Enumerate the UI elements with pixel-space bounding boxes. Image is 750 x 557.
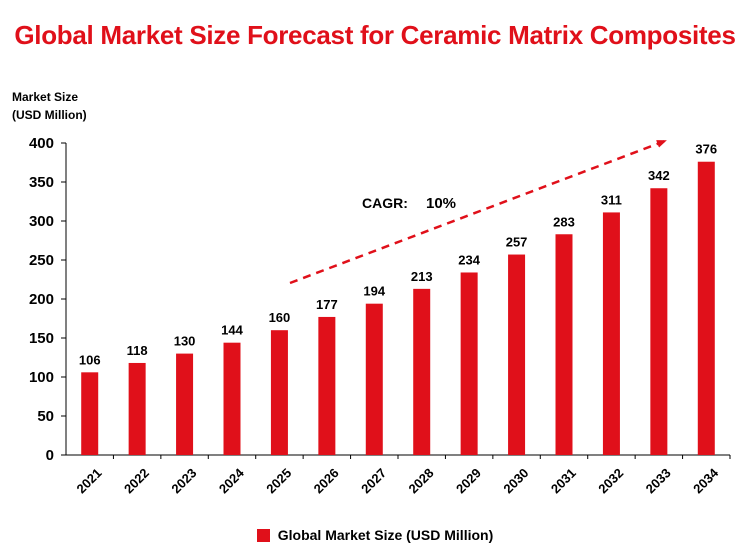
bar [81,372,99,455]
bar [128,362,146,455]
bar [318,316,336,455]
x-tick-label: 2025 [263,465,294,496]
bar-value-label: 118 [127,343,148,358]
bar-value-label: 194 [363,284,385,299]
y-axis-label-line-2: (USD Million) [12,108,87,122]
legend-swatch [256,528,270,542]
x-tick-label: 2023 [168,465,199,496]
legend: Global Market Size (USD Million) [0,527,750,543]
data-labels-group: 106 118 130 144 160 177 194 213 234 257 283 311 342 3… [79,142,717,368]
x-tick-label: 2026 [311,465,342,496]
cagr-annotation-value: 10% [426,195,456,212]
y-tick-label: 250 [29,252,54,269]
y-tick-label: 150 [29,330,54,347]
bars-group [81,161,715,456]
legend-label: Global Market Size (USD Million) [277,527,494,543]
bar-value-label: 376 [695,142,717,157]
x-tick-label: 2024 [216,465,248,497]
x-tick-label: 2034 [690,465,722,497]
x-tick-label: 2030 [500,465,531,496]
bar [413,288,431,455]
x-tick-label: 2027 [358,465,389,496]
y-tick-label: 400 [29,135,54,152]
y-tick-label: 350 [29,174,54,191]
bar-value-label: 342 [648,168,670,183]
bar [602,212,620,455]
bar-value-label: 234 [458,252,480,267]
x-tick-label: 2028 [406,465,437,496]
y-tick-label: 200 [29,291,54,308]
chart-title: Global Market Size Forecast for Ceramic … [14,20,736,50]
bar-value-label: 144 [221,323,243,338]
bar [223,342,241,455]
y-tick-label: 100 [29,369,54,386]
x-tick-label: 2021 [74,465,105,496]
x-tick-label: 2033 [643,465,674,496]
bar-value-label: 257 [506,235,528,250]
y-tick-label: 300 [29,213,54,230]
cagr-annotation-label: CAGR: [362,195,408,211]
cagr-trend-arrow [289,139,667,285]
bar [270,330,288,455]
x-tick-label: 2031 [548,465,579,496]
bar [176,353,194,455]
bar [650,188,668,456]
bar-value-label: 311 [601,192,622,207]
y-tick-label: 50 [37,408,54,425]
y-axis-label-line-1: Market Size [12,90,79,104]
x-tick-label: 2029 [453,465,484,496]
bar-value-label: 160 [269,310,291,325]
bar [697,161,715,455]
y-tick-label: 0 [46,447,54,464]
bar-value-label: 130 [174,334,196,349]
x-tick-label: 2032 [595,465,626,496]
bar-value-label: 283 [553,214,575,229]
bar [555,234,573,455]
x-tick-label: 2022 [121,465,152,496]
bar [460,272,478,455]
bar-value-label: 213 [411,269,433,284]
bar [508,254,526,455]
bar-value-label: 106 [79,352,101,367]
bar-value-label: 177 [316,297,338,312]
bar [365,303,383,455]
